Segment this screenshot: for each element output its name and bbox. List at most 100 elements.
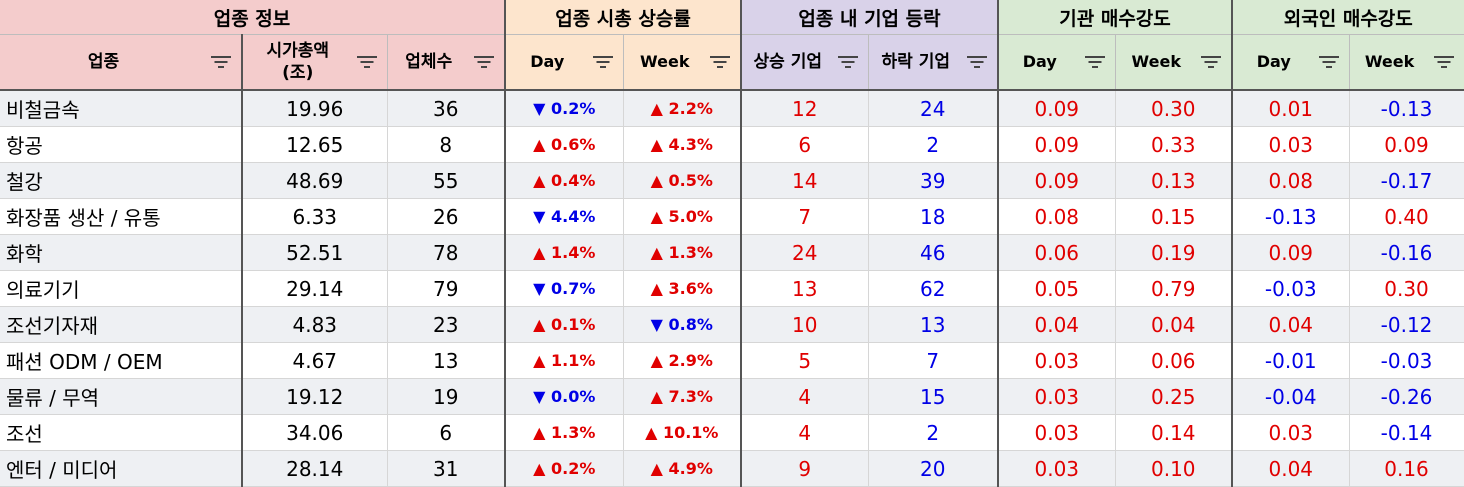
column-header-inst-week[interactable]: Week (1115, 34, 1234, 91)
cell-count: 19 (387, 378, 507, 415)
column-header-row: 업종 시가총액 (조) 업체수 Day Week (0, 34, 1464, 91)
cell-inst-week: 0.06 (1115, 342, 1234, 379)
cell-mcap: 34.06 (242, 414, 388, 451)
cell-foreign-week: -0.12 (1349, 306, 1464, 343)
column-header-down[interactable]: 하락 기업 (868, 34, 1000, 91)
cell-foreign-day: 0.04 (1232, 306, 1350, 343)
filter-icon[interactable] (710, 56, 731, 70)
cell-mcap: 28.14 (242, 450, 388, 487)
filter-icon[interactable] (1084, 56, 1105, 70)
cell-inst-day: 0.08 (998, 198, 1116, 235)
filter-icon[interactable] (211, 56, 231, 70)
cell-mcap-week: ▲ 2.9% (623, 342, 743, 379)
filter-icon[interactable] (1201, 56, 1222, 70)
cell-inst-day: 0.03 (998, 342, 1116, 379)
table-row[interactable]: 화학 52.51 78 ▲ 1.4% ▲ 1.3% 24 46 0.06 0.19 0.09 -0.… (0, 234, 1464, 271)
filter-icon[interactable] (1318, 56, 1339, 70)
cell-foreign-week: 0.40 (1349, 198, 1464, 235)
cell-sector: 물류 / 무역 (0, 378, 243, 415)
cell-foreign-day: -0.03 (1232, 270, 1350, 307)
cell-mcap-day: ▲ 0.4% (505, 162, 624, 199)
cell-sector: 철강 (0, 162, 243, 199)
cell-mcap: 12.65 (242, 126, 388, 163)
cell-mcap: 29.14 (242, 270, 388, 307)
cell-foreign-day: 0.01 (1232, 90, 1350, 127)
cell-up-count: 14 (741, 162, 869, 199)
cell-mcap-day: ▲ 0.6% (505, 126, 624, 163)
cell-inst-week: 0.15 (1115, 198, 1234, 235)
filter-icon[interactable] (837, 56, 858, 70)
column-label-mcap-week: Week (640, 52, 690, 71)
column-label-mcap: 시가총액 (266, 41, 330, 61)
cell-foreign-day: 0.03 (1232, 414, 1350, 451)
cell-down-count: 15 (868, 378, 1000, 415)
cell-down-count: 39 (868, 162, 1000, 199)
table-row[interactable]: 의료기기 29.14 79 ▼ 0.7% ▲ 3.6% 13 62 0.05 0.79 -0.03… (0, 270, 1464, 307)
cell-mcap-day: ▼ 4.4% (505, 198, 624, 235)
column-header-count[interactable]: 업체수 (387, 34, 507, 91)
cell-mcap-day: ▲ 0.1% (505, 306, 624, 343)
table-row[interactable]: 물류 / 무역 19.12 19 ▼ 0.0% ▲ 7.3% 4 15 0.03 0.25 -0.… (0, 378, 1464, 415)
table-row[interactable]: 비철금속 19.96 36 ▼ 0.2% ▲ 2.2% 12 24 0.09 0.30 0.01-… (0, 90, 1464, 127)
column-label-mcap-day: Day (530, 52, 565, 71)
cell-up-count: 7 (741, 198, 869, 235)
group-header-row: 업종 정보 업종 시총 상승률 업종 내 기업 등락 기관 매수강도 외국인 매… (0, 0, 1464, 35)
table-row[interactable]: 엔터 / 미디어 28.14 31 ▲ 0.2% ▲ 4.9% 9 20 0.03 0.10 0.… (0, 450, 1464, 487)
table-row[interactable]: 철강 48.69 55 ▲ 0.4% ▲ 0.5% 14 39 0.09 0.13 0.08 -0.… (0, 162, 1464, 199)
table-row[interactable]: 패션 ODM / OEM 4.67 13 ▲ 1.1% ▲ 2.9% 5 7 0.03 0.06… (0, 342, 1464, 379)
cell-mcap: 19.96 (242, 90, 388, 127)
cell-sector: 조선기자재 (0, 306, 243, 343)
column-header-foreign-week[interactable]: Week (1349, 34, 1464, 91)
cell-up-count: 6 (741, 126, 869, 163)
cell-up-count: 10 (741, 306, 869, 343)
table-row[interactable]: 조선기자재 4.83 23 ▲ 0.1% ▼ 0.8% 10 13 0.04 0.04 0.04-… (0, 306, 1464, 343)
column-header-foreign-day[interactable]: Day (1232, 34, 1350, 91)
cell-mcap-day: ▼ 0.0% (505, 378, 624, 415)
table-row[interactable]: 화장품 생산 / 유통 6.33 26 ▼ 4.4% ▲ 5.0% 7 18 0.08 0.15… (0, 198, 1464, 235)
cell-sector: 항공 (0, 126, 243, 163)
cell-inst-day: 0.03 (998, 378, 1116, 415)
filter-icon[interactable] (592, 56, 613, 70)
cell-foreign-week: -0.16 (1349, 234, 1464, 271)
cell-mcap-day: ▲ 1.3% (505, 414, 624, 451)
cell-down-count: 18 (868, 198, 1000, 235)
cell-foreign-day: 0.04 (1232, 450, 1350, 487)
table-row[interactable]: 항공 12.65 8 ▲ 0.6% ▲ 4.3% 6 2 0.09 0.33 0.03 0.09 (0, 126, 1464, 163)
cell-up-count: 24 (741, 234, 869, 271)
column-label-down: 하락 기업 (881, 52, 950, 72)
filter-icon[interactable] (967, 56, 988, 70)
column-header-up[interactable]: 상승 기업 (741, 34, 869, 91)
cell-mcap: 48.69 (242, 162, 388, 199)
filter-icon[interactable] (474, 56, 495, 70)
cell-inst-week: 0.33 (1115, 126, 1234, 163)
column-label-inst-week: Week (1131, 52, 1181, 71)
cell-inst-week: 0.79 (1115, 270, 1234, 307)
cell-foreign-week: -0.13 (1349, 90, 1464, 127)
column-label-count: 업체수 (405, 52, 453, 72)
column-header-mcap-week[interactable]: Week (623, 34, 743, 91)
cell-inst-day: 0.06 (998, 234, 1116, 271)
cell-foreign-week: 0.30 (1349, 270, 1464, 307)
cell-sector: 비철금속 (0, 90, 243, 127)
cell-mcap-week: ▲ 10.1% (623, 414, 743, 451)
column-header-sector[interactable]: 업종 (0, 34, 243, 91)
column-header-inst-day[interactable]: Day (998, 34, 1116, 91)
cell-mcap: 4.67 (242, 342, 388, 379)
cell-inst-week: 0.25 (1115, 378, 1234, 415)
cell-up-count: 13 (741, 270, 869, 307)
column-header-mcap[interactable]: 시가총액 (조) (242, 34, 388, 91)
table-row[interactable]: 조선 34.06 6 ▲ 1.3% ▲ 10.1% 4 2 0.03 0.14 0.03 -0.14 (0, 414, 1464, 451)
cell-sector: 의료기기 (0, 270, 243, 307)
filter-icon[interactable] (1433, 56, 1454, 70)
group-header-foreign: 외국인 매수강도 (1232, 0, 1464, 35)
cell-count: 26 (387, 198, 507, 235)
cell-inst-day: 0.05 (998, 270, 1116, 307)
cell-mcap-day: ▼ 0.7% (505, 270, 624, 307)
filter-icon[interactable] (356, 56, 377, 70)
column-label-inst-day: Day (1022, 52, 1057, 71)
cell-mcap-week: ▲ 7.3% (623, 378, 743, 415)
column-header-mcap-day[interactable]: Day (505, 34, 624, 91)
cell-mcap-week: ▼ 0.8% (623, 306, 743, 343)
group-header-mcap-change: 업종 시총 상승률 (505, 0, 743, 35)
group-header-info: 업종 정보 (0, 0, 507, 35)
